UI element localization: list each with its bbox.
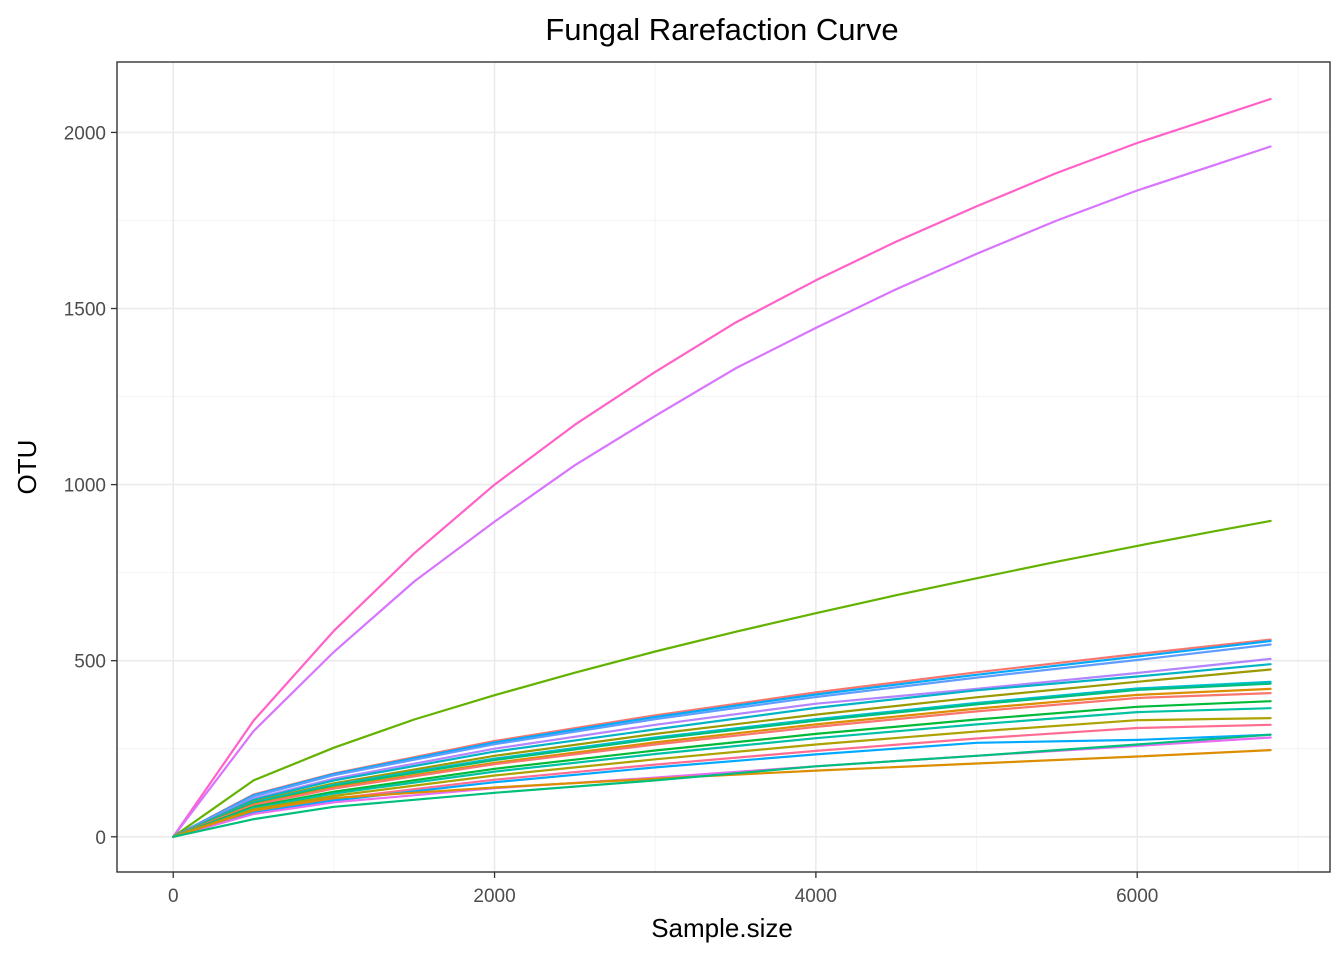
y-tick-label: 500 bbox=[74, 652, 106, 673]
y-tick-label: 1000 bbox=[64, 476, 106, 497]
x-axis-title: Sample.size bbox=[651, 913, 793, 943]
chart-title: Fungal Rarefaction Curve bbox=[545, 12, 898, 47]
series-line-15 bbox=[172, 707, 1272, 838]
series-line-14 bbox=[172, 700, 1272, 838]
major-gridlines bbox=[117, 62, 1330, 872]
y-tick-label: 1500 bbox=[64, 300, 106, 321]
series-line-6 bbox=[172, 643, 1272, 838]
y-axis-title: OTU bbox=[12, 440, 42, 495]
x-tick-label: 0 bbox=[168, 886, 179, 907]
minor-gridlines bbox=[117, 62, 1330, 872]
x-tick-label: 4000 bbox=[795, 886, 837, 907]
series-line-20 bbox=[172, 748, 1272, 838]
series-line-21 bbox=[172, 733, 1272, 838]
series-line-1 bbox=[172, 97, 1272, 838]
series-line-13 bbox=[172, 691, 1272, 838]
panel-border bbox=[116, 61, 1331, 873]
y-tick-label: 0 bbox=[95, 828, 106, 849]
x-axis: 0 2000 4000 6000 bbox=[168, 872, 1158, 907]
y-tick-label: 2000 bbox=[64, 123, 106, 144]
x-tick-label: 2000 bbox=[473, 886, 515, 907]
x-tick-label: 6000 bbox=[1116, 886, 1158, 907]
series-line-11 bbox=[172, 682, 1272, 838]
panel-background bbox=[117, 62, 1330, 872]
series-line-3 bbox=[172, 519, 1272, 838]
series-line-18 bbox=[172, 733, 1272, 838]
series-line-8 bbox=[172, 663, 1272, 838]
plot-panel bbox=[116, 61, 1331, 873]
series-line-2 bbox=[172, 145, 1272, 838]
series-line-16 bbox=[172, 716, 1272, 838]
series-lines bbox=[172, 97, 1272, 838]
y-axis: 0 500 1000 1500 2000 bbox=[64, 123, 117, 849]
series-line-7 bbox=[172, 657, 1272, 838]
